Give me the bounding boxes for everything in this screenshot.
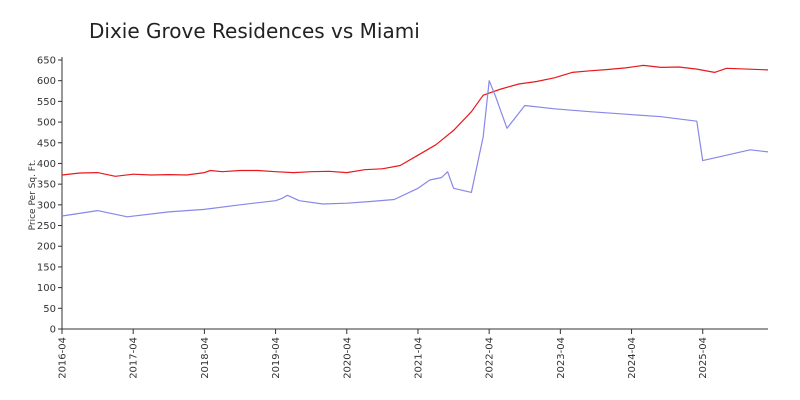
x-tick-label: 2020-04 (342, 337, 353, 379)
y-tick-label: 400 (37, 159, 56, 170)
series-line-1 (61, 64, 769, 177)
y-axis-ticks: 0 50 100 150 200 250 300 350 400 450 500 550 600 650 (37, 56, 62, 336)
y-tick-label: 500 (37, 118, 56, 129)
x-tick-label: 2021-04 (413, 337, 424, 379)
y-tick-label: 450 (37, 138, 56, 149)
x-tick-label: 2022-04 (485, 337, 496, 379)
y-tick-label: 0 (50, 325, 56, 336)
x-tick-label: 2019-04 (271, 337, 282, 379)
y-tick-label: 550 (37, 97, 56, 108)
series-line-2 (61, 80, 769, 218)
y-tick-label: 100 (37, 283, 56, 294)
y-tick-label: 300 (37, 200, 56, 211)
y-tick-label: 200 (37, 242, 56, 253)
y-tick-label: 50 (43, 304, 56, 315)
y-tick-label: 650 (37, 56, 56, 67)
y-tick-label: 350 (37, 180, 56, 191)
y-tick-label: 600 (37, 76, 56, 87)
x-tick-label: 2025-04 (698, 337, 709, 379)
x-tick-label: 2018-04 (200, 337, 211, 379)
chart-axes (61, 57, 768, 330)
x-tick-label: 2017-04 (129, 337, 140, 379)
series-lines (61, 64, 769, 218)
x-tick-label: 2023-04 (556, 337, 567, 379)
x-axis-ticks: 2016-04 2017-04 2018-04 2019-04 2020-04 2021-… (58, 329, 709, 379)
y-tick-label: 150 (37, 262, 56, 273)
y-axis-label: Price Per Sq. Ft. (28, 160, 38, 231)
chart-title: Dixie Grove Residences vs Miami (89, 19, 420, 43)
x-tick-label: 2024-04 (627, 337, 638, 379)
y-tick-label: 250 (37, 221, 56, 232)
x-tick-label: 2016-04 (58, 337, 69, 379)
